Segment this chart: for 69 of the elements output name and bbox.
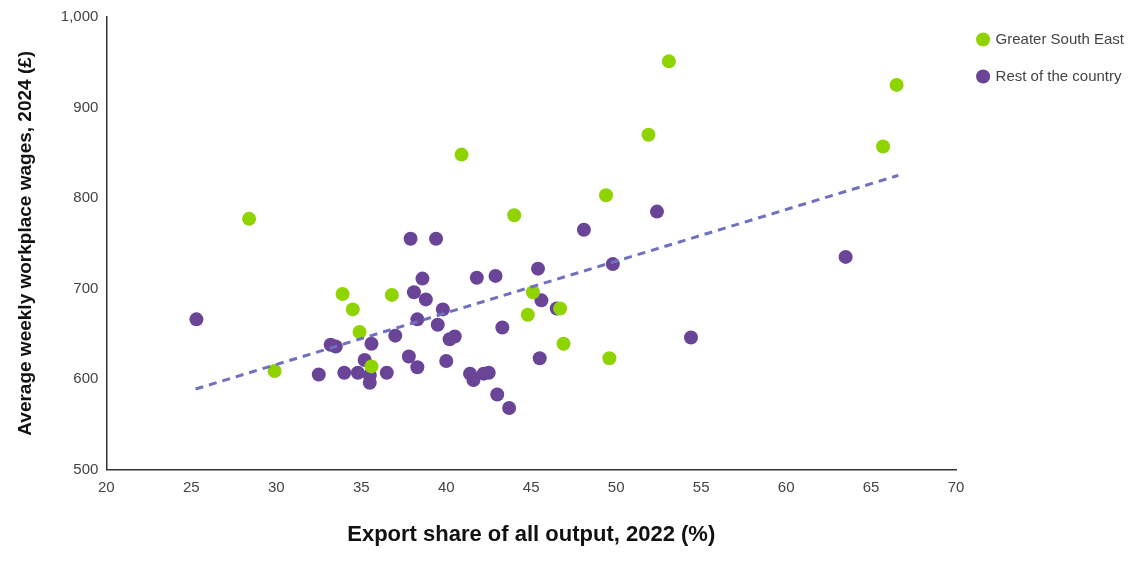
x-tick-label: 60: [777, 477, 795, 495]
point: [495, 320, 510, 335]
point: [876, 139, 891, 154]
point: [189, 312, 204, 327]
y-tick-label: 700: [73, 278, 99, 296]
point: [490, 387, 505, 402]
point: [532, 351, 547, 366]
point: [838, 249, 853, 264]
point: [311, 367, 326, 382]
point: [683, 330, 698, 345]
point: [576, 222, 591, 237]
point: [352, 325, 367, 340]
point: [556, 336, 571, 351]
point: [454, 147, 469, 162]
point: [602, 351, 617, 366]
point: [345, 302, 360, 317]
x-tick-label: 20: [97, 477, 115, 495]
point: [447, 329, 462, 344]
point: [661, 54, 676, 69]
point: [415, 271, 430, 286]
point: [641, 127, 656, 142]
x-tick-label: 70: [947, 477, 965, 495]
point: [889, 77, 904, 92]
point: [439, 353, 454, 368]
legend-label: Rest of the country: [995, 66, 1122, 84]
point: [466, 372, 481, 387]
x-tick-label: 50: [607, 477, 625, 495]
x-tick-label: 35: [352, 477, 370, 495]
point: [599, 188, 613, 203]
point: [520, 307, 535, 322]
y-tick-label: 1,000: [60, 7, 99, 25]
point: [649, 204, 664, 219]
point: [267, 363, 282, 378]
x-tick-label: 30: [267, 477, 285, 495]
point: [507, 208, 522, 223]
point: [384, 287, 399, 302]
point: [410, 360, 425, 375]
point: [553, 301, 568, 316]
x-tick-label: 65: [862, 477, 880, 495]
point: [379, 365, 394, 380]
y-tick-label: 900: [73, 97, 99, 115]
point: [531, 261, 546, 276]
point: [418, 292, 433, 307]
point: [502, 401, 517, 416]
x-tick-label: 40: [437, 477, 455, 495]
point: [401, 349, 416, 364]
point: [469, 270, 484, 285]
x-tick-label: 55: [692, 477, 710, 495]
point: [335, 286, 350, 301]
legend-label: Greater South East: [995, 29, 1125, 47]
y-tick-label: 500: [73, 459, 99, 477]
point: [242, 211, 257, 226]
point: [350, 365, 365, 380]
x-tick-label: 25: [182, 477, 200, 495]
point: [429, 231, 444, 246]
y-tick-label: 600: [73, 369, 99, 387]
point: [430, 317, 445, 332]
point: [364, 336, 379, 351]
point: [534, 293, 549, 308]
x-axis-title: Export share of all output, 2022 (%): [347, 520, 716, 546]
point: [364, 359, 379, 374]
point: [403, 231, 418, 246]
point: [488, 268, 503, 283]
y-tick-label: 800: [73, 188, 99, 206]
point: [406, 285, 421, 300]
y-axis-title: Average weekly workplace wages, 2024 (£): [13, 50, 35, 436]
point: [337, 365, 352, 380]
point: [388, 328, 403, 343]
x-tick-label: 45: [522, 477, 540, 495]
